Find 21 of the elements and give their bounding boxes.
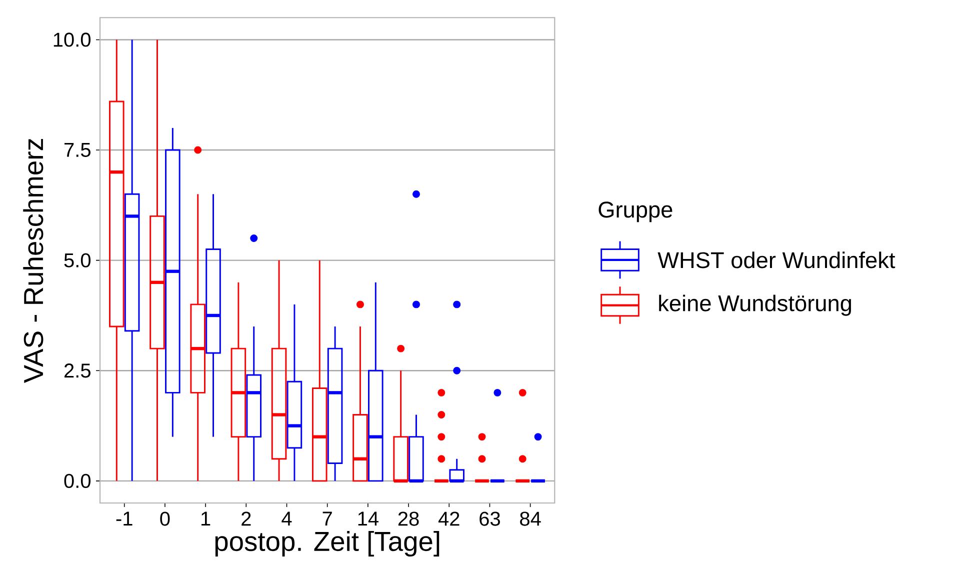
y-tick-label: 2.5 bbox=[64, 364, 90, 378]
y-axis-title: VAS - Ruheschmerz bbox=[23, 138, 44, 383]
x-tick-label: 63 bbox=[480, 512, 500, 526]
y-tick-label: 10.0 bbox=[54, 32, 90, 47]
x-tick-label: 1 bbox=[202, 512, 210, 526]
x-tick-label: 2 bbox=[242, 512, 251, 526]
x-tick-label: -1 bbox=[116, 512, 132, 526]
x-tick-label: 14 bbox=[358, 512, 378, 526]
x-tick-label: 0 bbox=[160, 512, 170, 526]
x-tick-label: 4 bbox=[282, 512, 292, 526]
y-tick-label: 5.0 bbox=[64, 253, 91, 268]
legend-label: keine Wundstörung bbox=[659, 294, 852, 316]
x-tick-label: 42 bbox=[438, 512, 460, 526]
y-tick-label: 7.5 bbox=[64, 143, 90, 157]
legend-title: Gruppe bbox=[598, 202, 672, 222]
x-tick-label: 7 bbox=[322, 512, 332, 526]
legend-label: WHST oder Wundinfekt bbox=[658, 252, 896, 268]
x-tick-label: 84 bbox=[520, 512, 541, 526]
x-axis-title: postop. Zeit [Tage] bbox=[215, 531, 440, 556]
y-tick-label: 0.0 bbox=[64, 474, 91, 488]
x-tick-label: 28 bbox=[398, 512, 419, 526]
